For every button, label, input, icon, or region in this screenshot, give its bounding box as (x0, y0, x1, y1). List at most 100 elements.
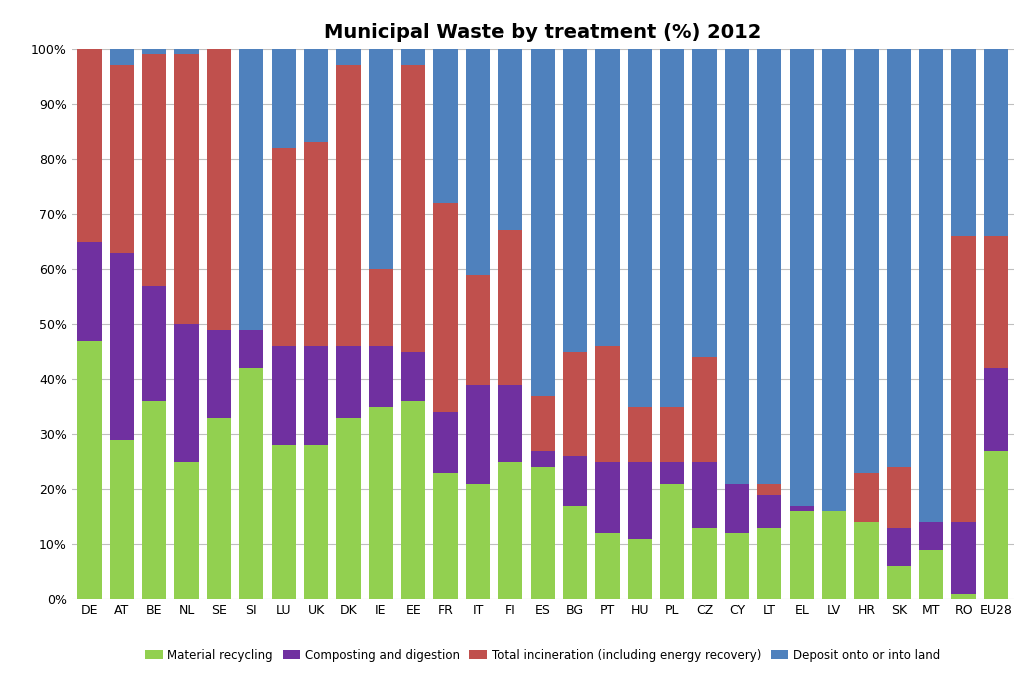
Bar (240, 330, 263, 368)
Bar (240, 368, 263, 599)
Bar (920, 522, 943, 550)
Bar (466, 275, 490, 385)
Bar (984, 49, 1008, 236)
Bar (725, 484, 750, 533)
Bar (240, 49, 263, 330)
Bar (563, 351, 587, 457)
Bar (887, 528, 911, 567)
Bar (628, 461, 652, 539)
Bar (660, 406, 684, 461)
Bar (401, 351, 425, 401)
Bar (369, 346, 393, 406)
Bar (563, 49, 587, 351)
Bar (530, 451, 555, 467)
Bar (920, 550, 943, 599)
Title: Municipal Waste by treatment (%) 2012: Municipal Waste by treatment (%) 2012 (324, 23, 762, 42)
Bar (433, 49, 458, 203)
Bar (271, 346, 296, 445)
Bar (304, 142, 329, 346)
Bar (499, 49, 522, 231)
Bar (207, 330, 231, 418)
Bar (984, 236, 1008, 368)
Bar (110, 252, 134, 440)
Bar (951, 236, 976, 522)
Bar (563, 457, 587, 506)
Bar (725, 49, 750, 484)
Bar (628, 0, 652, 406)
Bar (692, 461, 717, 528)
Bar (304, 445, 329, 599)
Bar (207, 49, 231, 330)
Bar (78, 341, 101, 599)
Bar (757, 495, 781, 528)
Bar (595, 461, 620, 533)
Bar (725, 533, 750, 599)
Bar (984, 451, 1008, 599)
Bar (628, 539, 652, 599)
Bar (78, 49, 101, 242)
Bar (174, 49, 199, 54)
Bar (692, 49, 717, 357)
Bar (433, 203, 458, 412)
Bar (142, 54, 166, 286)
Bar (207, 418, 231, 599)
Bar (951, 594, 976, 599)
Bar (369, 406, 393, 599)
Bar (660, 461, 684, 484)
Bar (530, 49, 555, 396)
Legend: Material recycling, Composting and digestion, Total incineration (including ener: Material recycling, Composting and diges… (140, 644, 945, 666)
Bar (595, 346, 620, 461)
Bar (369, 269, 393, 346)
Bar (692, 357, 717, 461)
Bar (336, 49, 360, 66)
Bar (271, 148, 296, 346)
Bar (530, 396, 555, 451)
Bar (628, 406, 652, 461)
Bar (142, 401, 166, 599)
Bar (951, 522, 976, 594)
Bar (757, 49, 781, 484)
Bar (433, 412, 458, 473)
Bar (757, 484, 781, 495)
Bar (174, 324, 199, 461)
Bar (790, 512, 814, 599)
Bar (595, 533, 620, 599)
Bar (336, 346, 360, 418)
Bar (920, 49, 943, 522)
Bar (401, 49, 425, 66)
Bar (499, 231, 522, 385)
Bar (271, 445, 296, 599)
Bar (271, 49, 296, 148)
Bar (466, 484, 490, 599)
Bar (78, 242, 101, 341)
Bar (401, 401, 425, 599)
Bar (304, 49, 329, 142)
Bar (142, 49, 166, 54)
Bar (304, 346, 329, 445)
Bar (401, 66, 425, 351)
Bar (174, 54, 199, 324)
Bar (854, 49, 879, 473)
Bar (433, 473, 458, 599)
Bar (790, 49, 814, 506)
Bar (660, 484, 684, 599)
Bar (660, 49, 684, 406)
Bar (887, 49, 911, 467)
Bar (530, 467, 555, 599)
Bar (692, 528, 717, 599)
Bar (951, 49, 976, 236)
Bar (822, 512, 846, 599)
Bar (854, 522, 879, 599)
Bar (110, 49, 134, 66)
Bar (854, 473, 879, 522)
Bar (466, 385, 490, 484)
Bar (757, 528, 781, 599)
Bar (466, 49, 490, 275)
Bar (369, 49, 393, 269)
Bar (887, 467, 911, 528)
Bar (110, 66, 134, 252)
Bar (984, 368, 1008, 451)
Bar (790, 506, 814, 512)
Bar (142, 286, 166, 401)
Bar (499, 385, 522, 461)
